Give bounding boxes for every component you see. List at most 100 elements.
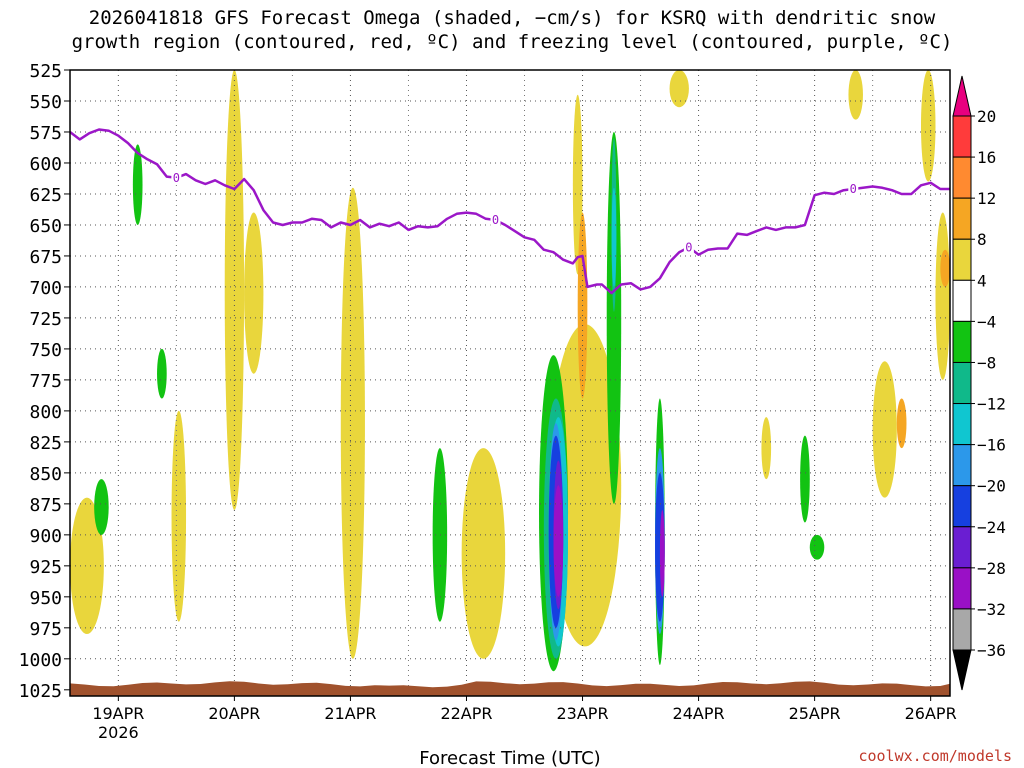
freezing-label-bg-3 bbox=[848, 181, 859, 196]
omega-region-25 bbox=[809, 534, 825, 560]
y-tick-label-925: 925 bbox=[29, 557, 62, 578]
colorbar-segment-4 bbox=[952, 279, 972, 322]
chart-title: 2026041818 GFS Forecast Omega (shaded, −… bbox=[0, 6, 1024, 54]
omega-region-16 bbox=[896, 398, 907, 449]
y-tick-label-625: 625 bbox=[29, 185, 62, 206]
omega-region-10 bbox=[848, 70, 863, 120]
x-tick-label-26APR: 26APR bbox=[905, 704, 957, 723]
omega-region-20 bbox=[432, 448, 448, 622]
x-tick-label-20APR: 20APR bbox=[208, 704, 260, 723]
title-line-1: 2026041818 GFS Forecast Omega (shaded, −… bbox=[88, 7, 936, 29]
omega-region-35 bbox=[553, 485, 564, 597]
terrain-band bbox=[70, 681, 950, 696]
omega-region-36 bbox=[659, 510, 665, 597]
x-tick-label-19APR: 19APR bbox=[92, 704, 144, 723]
colorbar-bottom-arrow bbox=[952, 649, 972, 691]
colorbar-label-0: 20 bbox=[977, 107, 996, 126]
terrain-surface bbox=[70, 681, 950, 696]
colorbar-segment-11 bbox=[952, 567, 972, 610]
colorbar-label-3: 8 bbox=[977, 230, 987, 249]
colorbar-segment-9 bbox=[952, 485, 972, 528]
freezing-label-bg-0 bbox=[171, 169, 182, 184]
colorbar-segment-3 bbox=[952, 238, 972, 281]
colorbar-label-8: −16 bbox=[977, 436, 1006, 455]
freezing-label-bg-2 bbox=[683, 239, 694, 254]
freezing-label-3: 0 bbox=[850, 182, 857, 196]
omega-region-3 bbox=[171, 410, 187, 622]
y-tick-label-750: 750 bbox=[29, 340, 62, 361]
colorbar-top-arrow bbox=[952, 75, 972, 117]
omega-region-22 bbox=[132, 144, 143, 225]
freezing-label-1: 0 bbox=[492, 213, 499, 227]
y-tick-label-650: 650 bbox=[29, 216, 62, 237]
omega-region-7 bbox=[461, 448, 506, 659]
colorbar-label-1: 16 bbox=[977, 148, 996, 167]
colorbar-label-9: −20 bbox=[977, 477, 1006, 496]
omega-region-24 bbox=[800, 435, 810, 523]
x-tick-sublabel-year: 2026 bbox=[98, 723, 139, 742]
freezing-label-bg-1 bbox=[490, 211, 501, 226]
x-tick-label-24APR: 24APR bbox=[673, 704, 725, 723]
x-tick-label-25APR: 25APR bbox=[789, 704, 841, 723]
y-tick-label-900: 900 bbox=[29, 526, 62, 547]
colorbar-segment-5 bbox=[952, 320, 972, 363]
omega-region-23 bbox=[157, 348, 167, 399]
colorbar-label-13: −36 bbox=[977, 641, 1006, 660]
omega-region-2 bbox=[70, 497, 104, 635]
y-tick-label-775: 775 bbox=[29, 371, 62, 392]
colorbar-segment-7 bbox=[952, 403, 972, 446]
omega-shading bbox=[70, 69, 951, 672]
y-tick-label-1000: 1000 bbox=[19, 650, 62, 671]
colorbar-segment-0 bbox=[952, 115, 972, 158]
colorbar-label-7: −12 bbox=[977, 395, 1006, 414]
x-tick-label-23APR: 23APR bbox=[556, 704, 608, 723]
omega-region-12 bbox=[920, 70, 936, 182]
x-axis-title: Forecast Time (UTC) bbox=[419, 748, 600, 768]
colorbar-label-10: −24 bbox=[977, 518, 1006, 537]
colorbar: 20 16 12 8 4 −4 −8 −12 −16 −20 −24 −28 −32 −36 bbox=[952, 75, 1006, 691]
colorbar-label-11: −28 bbox=[977, 559, 1006, 578]
y-tick-label-550: 550 bbox=[29, 92, 62, 113]
colorbar-segment-10 bbox=[952, 526, 972, 569]
y-tick-label-825: 825 bbox=[29, 433, 62, 454]
freezing-level-contour: 0 0 0 0 bbox=[69, 128, 950, 295]
colorbar-segment-6 bbox=[952, 361, 972, 405]
omega-region-21 bbox=[94, 479, 109, 535]
colorbar-label-6: −8 bbox=[977, 353, 996, 372]
plot-frame bbox=[69, 69, 951, 697]
y-tick-label-725: 725 bbox=[29, 309, 62, 330]
colorbar-segment-2 bbox=[952, 197, 972, 240]
colorbar-segment-1 bbox=[952, 156, 972, 199]
y-tick-label-800: 800 bbox=[29, 402, 62, 423]
omega-region-5 bbox=[244, 212, 264, 374]
y-tick-label-700: 700 bbox=[29, 278, 62, 299]
y-tick-label-525: 525 bbox=[29, 61, 62, 82]
omega-region-15 bbox=[940, 249, 951, 287]
colorbar-label-4: 4 bbox=[977, 271, 987, 290]
y-tick-label-950: 950 bbox=[29, 588, 62, 609]
colorbar-segment-8 bbox=[952, 444, 972, 487]
omega-region-29 bbox=[611, 187, 617, 287]
omega-region-8 bbox=[872, 361, 897, 498]
colorbar-label-12: −32 bbox=[977, 600, 1006, 619]
freezing-label-2: 0 bbox=[685, 240, 692, 254]
colorbar-segment-12 bbox=[952, 608, 972, 651]
omega-region-13 bbox=[935, 212, 950, 380]
x-tick-label-21APR: 21APR bbox=[324, 704, 376, 723]
colorbar-label-5: −4 bbox=[977, 312, 996, 331]
y-tick-label-575: 575 bbox=[29, 123, 62, 144]
watermark: coolwx.com/models bbox=[858, 747, 1012, 765]
y-tick-label-600: 600 bbox=[29, 154, 62, 175]
y-tick-label-850: 850 bbox=[29, 464, 62, 485]
y-axis-ticks: 525 550 575 600 625 650 675 700 725 750 775 800 825 8… bbox=[19, 61, 70, 702]
omega-region-6 bbox=[340, 187, 365, 659]
freezing-label-0: 0 bbox=[173, 171, 180, 185]
y-tick-label-875: 875 bbox=[29, 495, 62, 516]
y-tick-label-675: 675 bbox=[29, 247, 62, 268]
y-tick-label-975: 975 bbox=[29, 619, 62, 640]
omega-region-11 bbox=[669, 70, 689, 108]
x-tick-label-22APR: 22APR bbox=[440, 704, 492, 723]
colorbar-label-2: 12 bbox=[977, 189, 996, 208]
title-line-2: growth region (contoured, red, ºC) and f… bbox=[71, 31, 953, 53]
